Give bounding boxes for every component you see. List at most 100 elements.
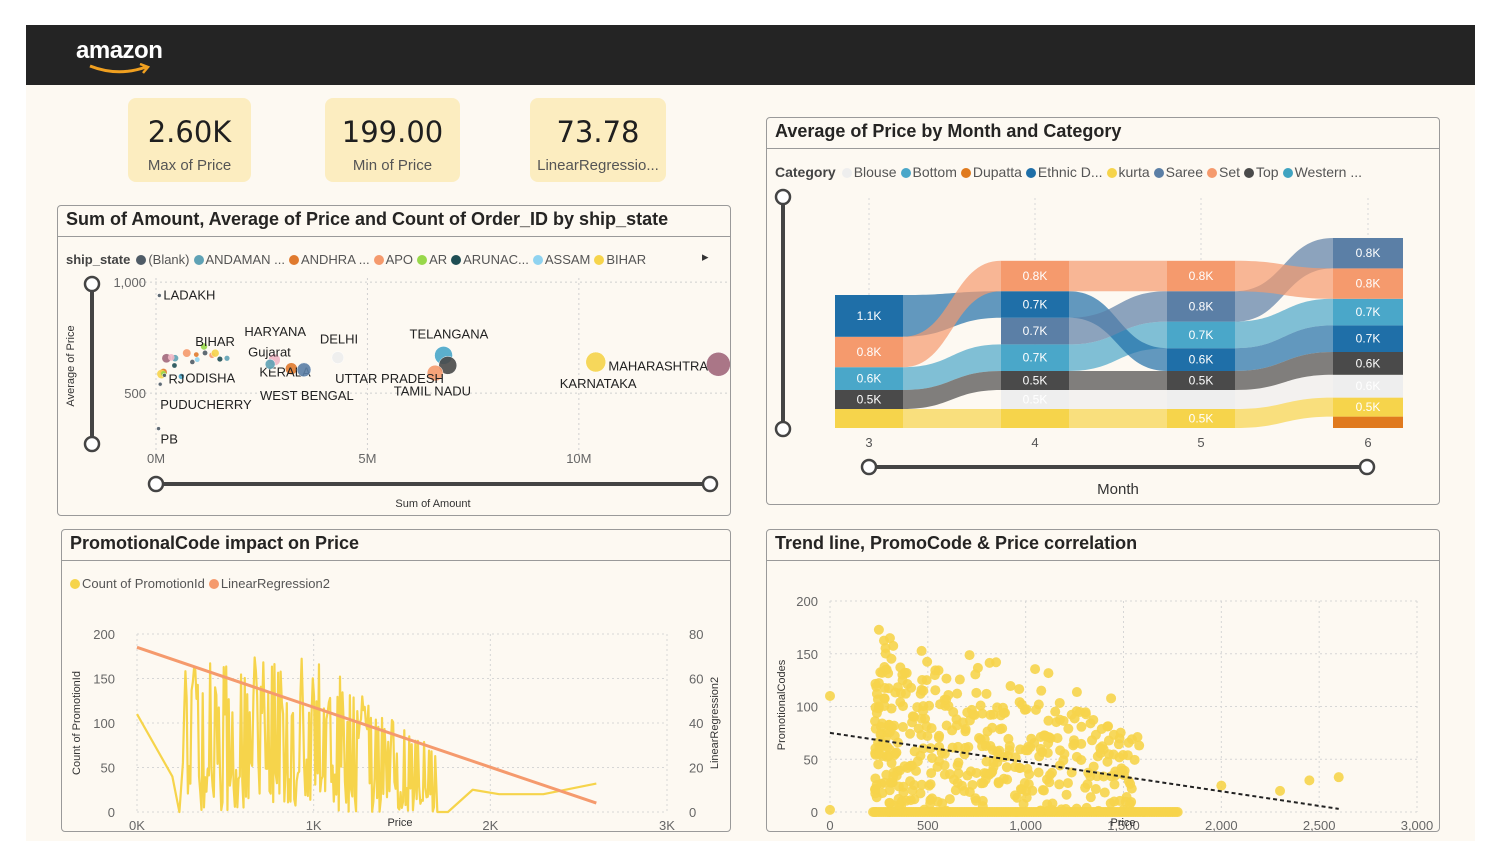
legend-dot-icon [1206,168,1217,178]
title-divider [58,236,730,237]
data-point [874,749,885,760]
data-point [217,356,223,362]
data-point [930,665,941,676]
legend-item[interactable]: Ethnic D... [1025,164,1103,180]
data-point [1109,796,1120,807]
data-point [200,343,208,350]
data-point [1088,714,1099,725]
data-point [886,703,897,714]
ribbon-segment [1001,260,1069,292]
data-point [1054,697,1065,708]
ribbon-segment [1333,352,1403,375]
kpi-card-min-price[interactable]: 199.00 Min of Price [325,98,460,182]
legend-dot-icon [70,579,80,589]
data-label: 0.8K [857,345,882,359]
legend-item[interactable]: Set [1206,164,1240,180]
y2-tick-label: 40 [689,716,703,731]
x-tick-label: 2K [482,818,498,831]
slider-handle [774,188,792,206]
legend-item[interactable]: Dupatta [960,164,1022,180]
data-point [953,757,964,768]
data-point [947,725,958,736]
data-label: 1.1K [857,309,882,323]
data-point [172,363,177,368]
data-point [944,794,955,805]
legend-item[interactable]: kurta [1106,164,1150,180]
legend-label: Blouse [853,164,897,180]
data-point [993,778,1004,789]
data-point [706,352,730,377]
data-point [870,806,881,817]
data-point [898,781,909,792]
ribbon-chart[interactable]: 0.5K 0.6K 0.8K 1.1K 3 0.5K 0.5K 0.7K 0.7K 0.7K 0.8… [767,118,1439,504]
data-point [922,656,933,667]
data-point [905,728,916,739]
trend-scatter-chart[interactable]: 0 50 100 150 200 0 500 1,000 1,500 2,000 2,500 3,00… [767,530,1439,831]
y-axis-title: Average of Price [65,325,77,406]
title-divider [767,148,1439,149]
data-label: 0.5K [1356,400,1381,414]
legend-item[interactable]: BIHAR [594,252,646,267]
data-label: 0.8K [1189,269,1214,283]
data-point [971,687,982,698]
legend-item[interactable]: LinearRegression2 [208,576,330,591]
legend-label: ASSAM [544,252,591,267]
data-point [167,354,175,361]
data-point [897,701,908,712]
legend-item[interactable]: APO [373,252,413,267]
data-point [899,667,910,678]
legend-item[interactable]: (Blank) [136,252,190,267]
data-point [1042,799,1053,810]
data-point [1090,729,1101,740]
legend-title: Category [775,164,836,180]
data-point [1124,798,1135,809]
promo-impact-panel[interactable]: PromotionalCode impact on Price Count of… [61,529,731,832]
data-point [156,426,161,431]
data-label: 0.5K [1189,412,1214,426]
legend-item[interactable]: Saree [1153,164,1203,180]
data-point [1088,761,1099,772]
kpi-card-max-price[interactable]: 2.60K Max of Price [128,98,251,182]
legend-item[interactable]: ANDAMAN ... [193,252,285,267]
legend-item[interactable]: AR [417,252,447,267]
legend-item[interactable]: Top [1244,164,1279,180]
legend-item[interactable]: Count of PromotionId [70,576,205,591]
x-tick-label: 5 [1197,435,1204,450]
month-category-panel[interactable]: Average of Price by Month and Category C… [766,117,1440,505]
legend-item[interactable]: Bottom [900,164,957,180]
legend-label: Western ... [1294,164,1363,180]
data-point [1054,779,1065,790]
legend-item[interactable]: ARUNAC... [451,252,529,267]
panel-title: PromotionalCode impact on Price [70,533,360,553]
promo-line-chart[interactable]: 0 50 100 150 200 0 20 40 60 80 0K 1K 2K 3K Count of Pr… [62,530,730,831]
ship-state-scatter-panel[interactable]: Sum of Amount, Average of Price and Coun… [57,205,731,516]
data-label: 0.5K [857,393,882,407]
x-axis-title: Price [1110,817,1135,829]
data-point [934,730,945,741]
data-point [1052,733,1063,744]
data-label: 0.5K [1023,393,1048,407]
data-point [964,650,975,661]
data-point [879,662,890,673]
ribbon [903,260,1001,368]
y-tick-label: 200 [93,627,115,642]
y2-axis-title: LinearRegression2 [709,677,721,769]
legend-item[interactable]: ANDHRA ... [288,252,370,267]
category-legend[interactable]: Category Blouse Bottom Dupatta Ethnic D... ku… [775,164,1366,180]
scatter-chart[interactable]: 0M 5M 10M 1,000 500 Average of Price Sum of Am… [58,206,730,515]
trend-panel[interactable]: Trend line, PromoCode & Price correlatio… [766,529,1440,832]
ship-state-legend[interactable]: ship_state (Blank) ANDAMAN ... ANDHRA ... AP… [66,252,650,267]
kpi-value: 2.60K [147,115,232,149]
legend-next-icon[interactable]: ▸ [702,250,709,265]
ribbon [1235,397,1333,428]
promo-legend[interactable]: Count of PromotionId LinearRegression2 [70,576,334,591]
data-label: 0.7K [1023,298,1048,312]
kpi-card-linear-regression[interactable]: 73.78 LinearRegressio... [530,98,666,182]
ribbon [1069,321,1167,371]
data-point [1012,792,1023,803]
data-point [1062,778,1073,789]
legend-item[interactable]: Blouse [841,164,897,180]
y-tick-label: 50 [101,761,115,776]
legend-item[interactable]: Western ... [1282,164,1363,180]
legend-item[interactable]: ASSAM [532,252,591,267]
